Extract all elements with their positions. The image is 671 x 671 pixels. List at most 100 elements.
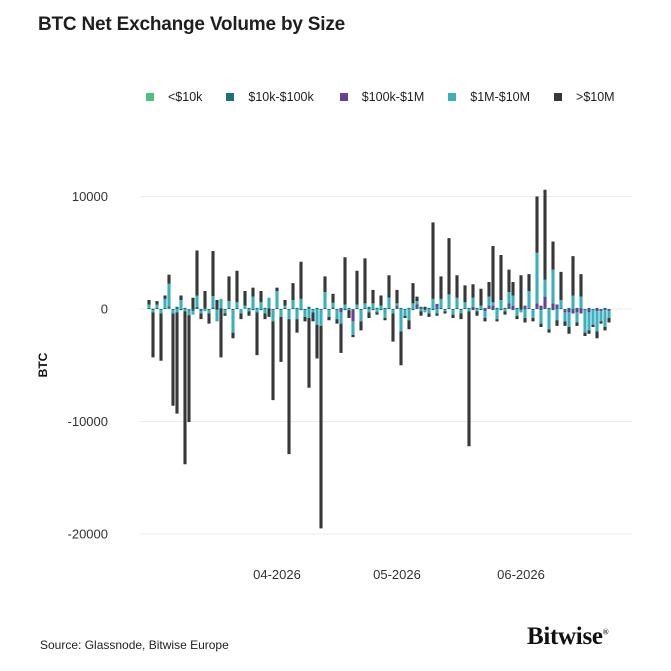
bar-segment <box>403 315 407 318</box>
bar-segment <box>415 307 419 310</box>
bar-segment <box>283 307 287 310</box>
bar-segment <box>595 309 599 312</box>
bar-segment <box>171 310 175 314</box>
bar-segment <box>463 285 467 303</box>
legend-label-lt10k: <$10k <box>168 90 203 104</box>
bar-segment <box>335 310 339 320</box>
bar-segment <box>259 309 263 311</box>
bar-segment <box>311 310 315 313</box>
bar-segment <box>423 309 427 311</box>
bar-segment <box>347 310 351 319</box>
bar-segment <box>559 307 563 310</box>
bar-segment <box>331 302 335 308</box>
bar-segment <box>587 312 591 331</box>
bar-segment <box>187 310 191 316</box>
bar-segment <box>491 305 495 310</box>
bar-segment <box>535 303 539 308</box>
bar-segment <box>487 307 491 310</box>
bar-segment <box>507 306 511 309</box>
legend-item-lt10k: <$10k <box>146 90 202 104</box>
bar-segment <box>511 309 515 311</box>
bar-segment <box>155 307 159 310</box>
bar-segment <box>307 318 311 388</box>
bar-segment <box>555 309 559 321</box>
legend-swatch-10k-100k <box>226 93 235 101</box>
bar-segment <box>495 309 499 320</box>
bar-segment <box>151 309 155 311</box>
bar-segment <box>219 298 223 308</box>
bar-segment <box>499 300 503 309</box>
bar-segment <box>291 300 295 308</box>
bar-segment <box>487 282 491 297</box>
bar-segment <box>263 309 267 314</box>
bar-segment <box>575 312 579 323</box>
bar-segment <box>495 319 499 322</box>
bar-segment <box>375 309 379 313</box>
x-tick-label: 05-2026 <box>373 567 421 582</box>
bar-segment <box>359 310 363 322</box>
bar-segment <box>567 312 571 328</box>
bar-segment <box>195 306 199 309</box>
bar-segment <box>491 246 495 303</box>
bar-segment <box>307 309 311 318</box>
gridlines <box>140 196 632 535</box>
legend-swatch-100k-1m <box>339 93 348 101</box>
bar-segment <box>219 309 223 358</box>
bar-segment <box>491 302 495 306</box>
bar-segment <box>395 289 399 304</box>
bar-segment <box>579 274 583 297</box>
legend-item-10k-100k: $10k-$100k <box>226 90 314 104</box>
chart-title: BTC Net Exchange Volume by Size <box>38 14 346 35</box>
bar-segment <box>387 275 391 298</box>
bar-segment <box>311 309 315 311</box>
bar-segment <box>151 308 155 310</box>
bar-segment <box>531 309 535 311</box>
bar-segment <box>275 287 279 292</box>
bar-segment <box>207 310 211 314</box>
bar-segment <box>255 307 259 310</box>
bar-segment <box>303 309 307 311</box>
bar-segment <box>567 327 571 334</box>
bar-segment <box>527 307 531 310</box>
bar-segment <box>559 300 563 308</box>
bar-segment <box>179 300 183 309</box>
bar-segment <box>183 307 187 310</box>
bar-segment <box>483 309 487 312</box>
bar-segment <box>487 305 491 308</box>
x-tick-label: 06-2026 <box>497 567 545 582</box>
bar-segment <box>503 309 507 312</box>
bar-segment <box>199 311 203 314</box>
bar-segment <box>467 309 471 312</box>
bar-segment <box>419 311 423 316</box>
bar-segment <box>355 304 359 308</box>
legend-item-100k-1m: $100k-$1M <box>339 90 424 104</box>
bar-segment <box>411 303 415 310</box>
bar-segment <box>351 321 355 335</box>
bar-segment <box>251 296 255 310</box>
legend-label-gt10m: >$10M <box>576 90 615 104</box>
bar-segment <box>215 300 219 309</box>
bar-segment <box>551 309 555 311</box>
bar-segment <box>591 309 595 311</box>
bar-segment <box>599 321 603 324</box>
bar-segment <box>535 252 539 304</box>
brand-name: Bitwise <box>527 623 603 650</box>
bar-segment <box>415 304 419 308</box>
bar-segment <box>395 303 399 306</box>
y-axis-label: BTC <box>36 352 50 377</box>
y-tick-label: 10000 <box>72 189 108 204</box>
bar-segment <box>267 297 271 308</box>
bar-segment <box>463 307 467 310</box>
bar-segment <box>483 307 487 310</box>
bar-segment <box>483 318 487 322</box>
bar-segment <box>327 309 331 311</box>
brand-registered-mark: ® <box>602 627 609 637</box>
bar-segment <box>483 311 487 318</box>
bar-segment <box>335 319 339 324</box>
bar-segment <box>191 309 195 312</box>
bar-segment <box>243 291 247 306</box>
bar-segment <box>351 334 355 338</box>
bar-segment <box>511 282 515 296</box>
bar-segment <box>563 312 567 322</box>
